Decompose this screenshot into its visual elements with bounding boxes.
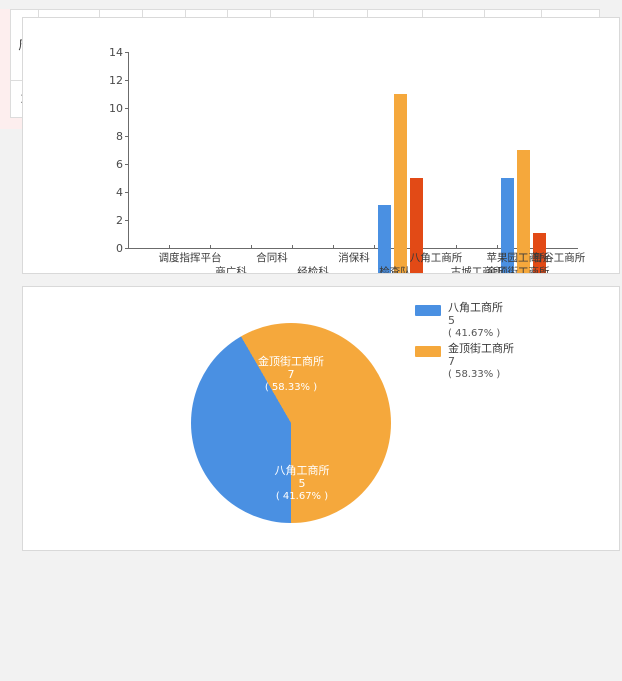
x-axis-label: 检查队	[379, 266, 411, 274]
legend-item-name: 八角工商所	[448, 301, 503, 314]
legend-item-value: 5	[448, 314, 455, 327]
legend-item-bajiao[interactable]: 八角工商所 5 ( 41.67% )	[415, 301, 514, 340]
y-tick-label: 6	[116, 158, 123, 171]
y-tick-mark	[125, 108, 129, 109]
x-axis-label: 八角工商所	[409, 252, 463, 264]
bar-blue[interactable]	[501, 177, 514, 273]
pie-slice-label-jindingjie: 金顶街工商所 7 ( 58.33% )	[221, 355, 361, 394]
x-tick-mark	[169, 245, 170, 249]
bar-group-jindingjie	[501, 80, 549, 273]
x-tick-mark	[374, 245, 375, 249]
x-tick-mark	[210, 245, 211, 249]
y-tick-label: 4	[116, 186, 123, 199]
pie-slice-value: 5	[298, 477, 306, 490]
bar-orange[interactable]	[394, 94, 407, 273]
bar-red[interactable]	[533, 233, 546, 273]
legend-item-text: 八角工商所 5 ( 41.67% )	[448, 301, 503, 340]
bar-chart: 14 12 10 8 6 4 2 0	[23, 18, 619, 274]
x-axis-label: 古城工商所	[450, 266, 504, 274]
bar-blue[interactable]	[378, 205, 391, 273]
y-axis-line	[128, 52, 129, 248]
y-tick-label: 12	[109, 74, 123, 87]
pie-chart-panel: 金顶街工商所 7 ( 58.33% ) 八角工商所 5 ( 41.67% ) 八…	[22, 286, 620, 551]
bar-orange[interactable]	[517, 149, 530, 273]
bar-red[interactable]	[410, 177, 423, 273]
x-tick-mark	[292, 245, 293, 249]
x-axis-label: 苹果园工商所	[486, 252, 550, 264]
legend-item-value: 7	[448, 355, 455, 368]
legend-item-name: 金顶街工商所	[448, 342, 514, 355]
pie-slice-value: 7	[287, 368, 295, 381]
y-tick-mark	[125, 164, 129, 165]
x-axis-label: 合同科	[256, 252, 288, 264]
y-tick-label: 2	[116, 214, 123, 227]
legend-swatch-icon	[415, 305, 441, 316]
pie-slice-percent: ( 58.33% )	[264, 382, 318, 393]
x-tick-mark	[497, 245, 498, 249]
pie-chart[interactable]	[191, 323, 391, 523]
x-axis-label: 商广科	[215, 266, 247, 274]
y-tick-label: 10	[109, 102, 123, 115]
legend-item-percent: ( 41.67% )	[448, 328, 501, 339]
x-axis-label: 调度指挥平台	[158, 252, 222, 264]
x-axis-label: 金顶街工商所	[486, 266, 550, 274]
x-axis-line	[128, 248, 578, 249]
x-axis-label: 经检科	[297, 266, 329, 274]
bar-chart-panel: 14 12 10 8 6 4 2 0	[22, 17, 620, 274]
pie-slice-name: 八角工商所	[274, 464, 330, 477]
x-tick-mark	[333, 245, 334, 249]
legend-item-text: 金顶街工商所 7 ( 58.33% )	[448, 342, 514, 381]
y-tick-mark	[125, 220, 129, 221]
bar-group-bajiao	[378, 80, 426, 273]
y-tick-mark	[125, 80, 129, 81]
legend-swatch-icon	[415, 346, 441, 357]
x-axis-label: 鲁谷工商所	[532, 252, 586, 264]
y-tick-label: 14	[109, 46, 123, 59]
pie-slice-name: 金顶街工商所	[258, 355, 324, 368]
legend-item-percent: ( 58.33% )	[448, 369, 501, 380]
x-tick-mark	[251, 245, 252, 249]
x-axis-label: 消保科	[338, 252, 370, 264]
pie-slice-label-bajiao: 八角工商所 5 ( 41.67% )	[237, 464, 367, 503]
pie-slice-percent: ( 41.67% )	[275, 491, 329, 502]
y-tick-label: 0	[116, 242, 123, 255]
y-tick-mark	[125, 248, 129, 249]
y-tick-mark	[125, 52, 129, 53]
y-tick-mark	[125, 192, 129, 193]
pie-legend: 八角工商所 5 ( 41.67% ) 金顶街工商所 7 ( 58.33% )	[415, 301, 514, 383]
legend-item-jindingjie[interactable]: 金顶街工商所 7 ( 58.33% )	[415, 342, 514, 381]
y-tick-mark	[125, 136, 129, 137]
y-tick-label: 8	[116, 130, 123, 143]
x-tick-mark	[456, 245, 457, 249]
